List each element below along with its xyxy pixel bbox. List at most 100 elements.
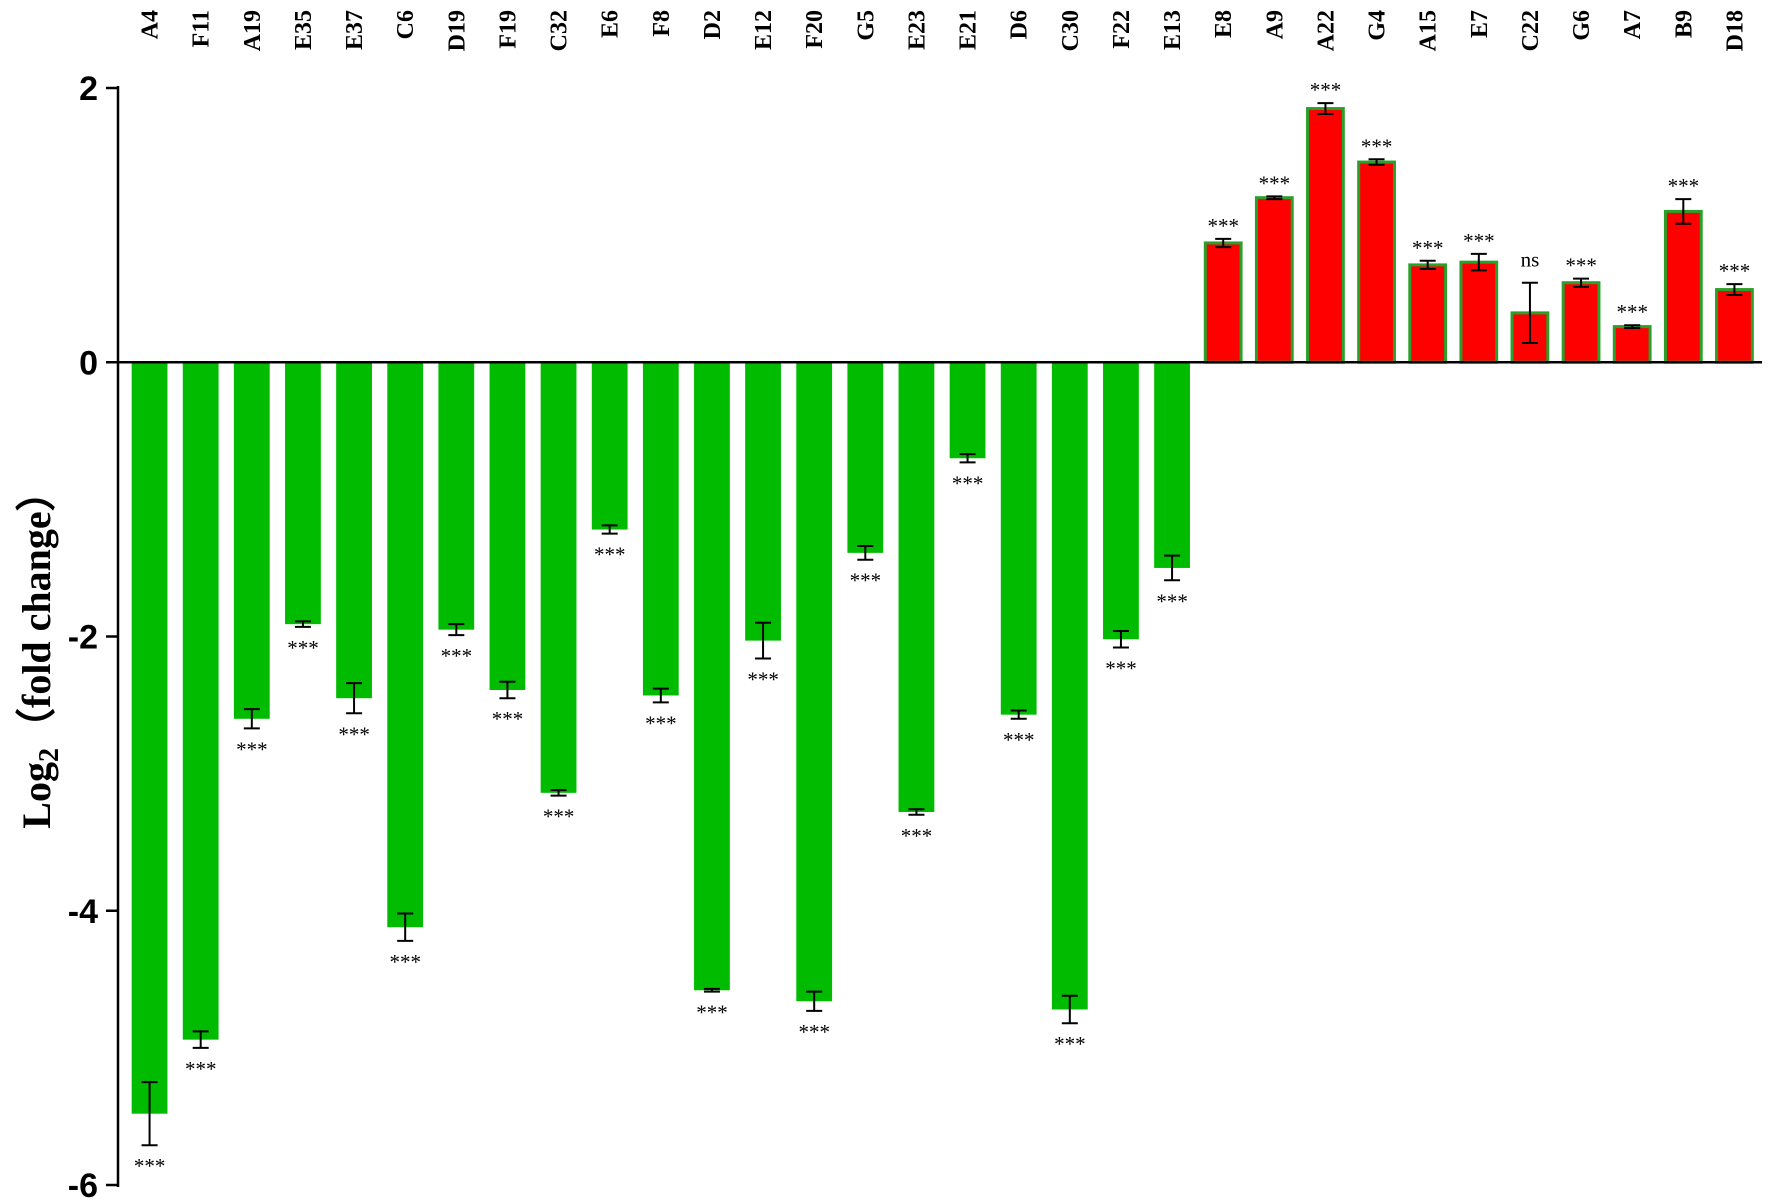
y-axis-title: Log2（fold change）	[14, 471, 65, 828]
bar	[1459, 260, 1499, 364]
error-bars-group	[141, 102, 1743, 1147]
category-label: F20	[802, 10, 828, 49]
bars-group	[131, 107, 1754, 1114]
y-ticks-group: 2 0 -2 -4 -6	[68, 70, 118, 1203]
significance-label: ***	[594, 543, 626, 567]
category-label: E35	[291, 10, 317, 50]
y-axis-title-suffix: （fold change）	[14, 471, 59, 748]
significance-label: ***	[1719, 259, 1751, 283]
bar	[387, 362, 424, 928]
y-tick-label: 0	[79, 344, 98, 382]
bar	[540, 362, 577, 793]
category-label: F19	[495, 10, 521, 49]
significance-label: ***	[441, 644, 473, 668]
significance-label: ***	[850, 569, 882, 593]
significance-label: ***	[1361, 134, 1393, 158]
bar	[1612, 325, 1652, 364]
significance-label: ***	[1003, 728, 1035, 752]
significance-label: ***	[1565, 254, 1597, 278]
significance-label: ***	[1412, 236, 1444, 260]
significance-labels-group: *** *** *** *** *** *** *** *** *** *** *** *** *** *…	[134, 78, 1750, 1178]
bar	[949, 362, 986, 459]
bar	[1715, 288, 1754, 364]
category-label: A22	[1313, 10, 1339, 51]
bar	[285, 362, 321, 625]
significance-label: ***	[798, 1020, 830, 1044]
category-label: C6	[393, 10, 419, 39]
category-label: C32	[547, 10, 573, 51]
category-label: G6	[1569, 10, 1595, 41]
significance-label: ***	[952, 471, 984, 495]
significance-label: ***	[287, 636, 319, 660]
bar	[438, 362, 475, 630]
bar	[1154, 362, 1190, 568]
bar	[591, 362, 628, 530]
bar	[131, 362, 168, 1114]
significance-label: ***	[645, 711, 677, 735]
bar	[1306, 107, 1345, 364]
category-label: E12	[751, 10, 777, 50]
bar	[745, 362, 781, 641]
significance-label: ***	[1054, 1032, 1086, 1056]
y-axis-title-subscript: 2	[34, 748, 65, 762]
bar	[1203, 241, 1243, 364]
category-label: E7	[1467, 10, 1493, 38]
significance-label: ***	[134, 1154, 166, 1178]
significance-label: ***	[1207, 214, 1239, 238]
significance-label: ***	[696, 1001, 728, 1025]
significance-label: ***	[901, 824, 933, 848]
category-label: E13	[1160, 10, 1186, 50]
bar	[182, 362, 219, 1040]
bar	[847, 362, 884, 553]
category-label: D2	[700, 10, 726, 39]
bar	[1561, 281, 1601, 364]
category-label: E21	[956, 10, 982, 50]
category-label: A4	[138, 10, 164, 39]
significance-label: ***	[389, 950, 421, 974]
bar	[1254, 196, 1294, 364]
significance-label: ***	[747, 667, 779, 691]
y-tick-label: -6	[68, 1167, 98, 1203]
category-label: A7	[1620, 10, 1646, 39]
category-label: C22	[1518, 10, 1544, 51]
category-label: F11	[189, 10, 215, 47]
bar	[336, 362, 372, 699]
significance-label: ***	[492, 707, 524, 731]
significance-label: ***	[1463, 229, 1495, 253]
category-label: D18	[1722, 10, 1748, 51]
significance-label: ***	[1616, 300, 1648, 324]
significance-label: ***	[1259, 171, 1291, 195]
significance-label: ***	[1105, 656, 1137, 680]
significance-label: ***	[338, 722, 370, 746]
significance-label: ns	[1521, 248, 1540, 272]
bar	[898, 362, 935, 813]
category-label: F8	[649, 10, 675, 37]
category-label: A9	[1262, 10, 1288, 39]
category-label: B9	[1671, 10, 1697, 38]
significance-label: ***	[543, 805, 575, 829]
category-label: D19	[444, 10, 470, 51]
y-axis-title-prefix: Log	[14, 762, 59, 829]
category-label: E6	[598, 10, 624, 38]
bar	[1408, 263, 1448, 364]
bar	[796, 362, 833, 1002]
bar	[1357, 160, 1396, 364]
category-label: E37	[342, 10, 368, 50]
significance-label: ***	[236, 737, 268, 761]
bar	[489, 362, 526, 690]
significance-label: ***	[1668, 174, 1700, 198]
category-label: E23	[904, 10, 930, 50]
significance-label: ***	[1310, 78, 1342, 102]
category-label: E8	[1211, 10, 1237, 38]
bar	[642, 362, 679, 696]
significance-label: ***	[1156, 589, 1188, 613]
category-label: D6	[1007, 10, 1033, 39]
y-tick-label: -2	[68, 619, 98, 657]
category-label: G5	[853, 10, 879, 41]
bar	[1000, 362, 1037, 715]
bar	[1663, 209, 1703, 364]
category-label: A15	[1416, 10, 1442, 51]
y-tick-label: -4	[68, 893, 98, 931]
bar	[233, 362, 270, 719]
